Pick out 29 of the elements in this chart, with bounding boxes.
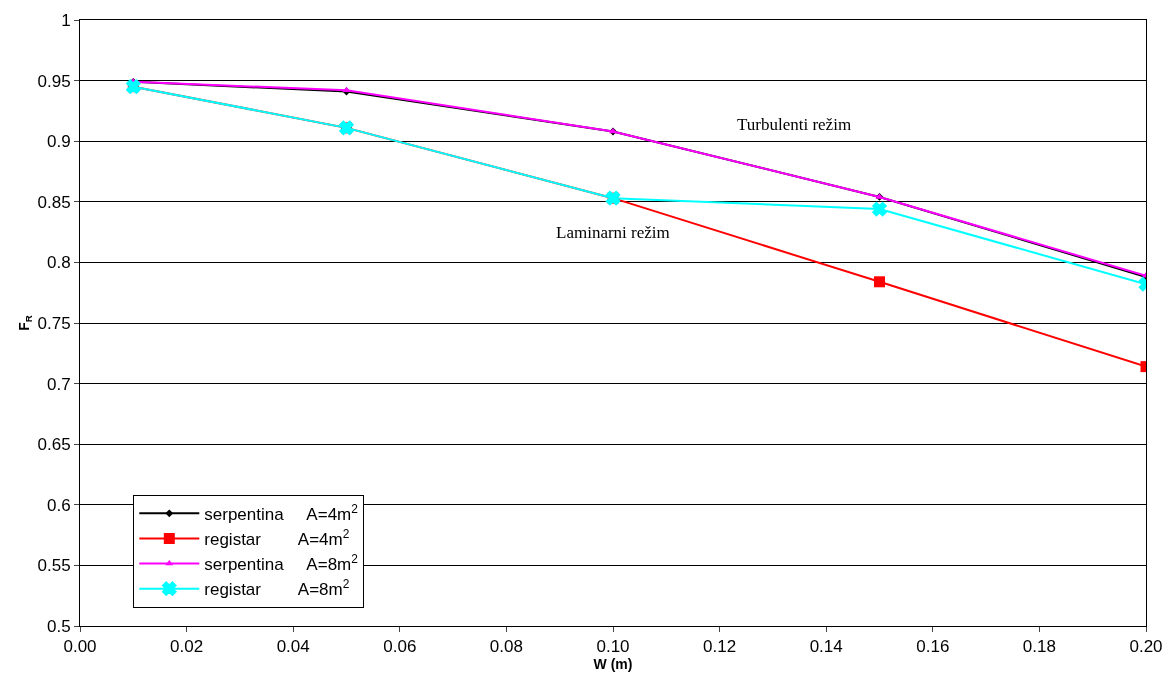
y-tick-label: 0.55 (37, 556, 71, 576)
y-tick-label: 0.6 (46, 495, 71, 515)
x-tick-label: 0.20 (1129, 637, 1163, 657)
annotation: Laminarni režim (556, 223, 670, 242)
legend-label: registar A=8m$^{2}$ (204, 577, 350, 600)
y-tick-label: 1 (61, 10, 71, 30)
x-tick-label: 0.16 (916, 637, 950, 657)
legend-label: serpentina A=4m$^{2}$ (204, 501, 359, 524)
x-tick-label: 0.14 (809, 637, 843, 657)
y-tick-label: 0.8 (46, 253, 71, 273)
y-tick-label: 0.9 (46, 132, 71, 152)
legend-label: registar A=4m$^{2}$ (204, 526, 350, 550)
x-axis-title: W (m) (593, 656, 633, 673)
x-tick-label: 0.02 (170, 637, 204, 657)
legend-label: serpentina A=8m$^{2}$ (204, 552, 359, 575)
x-tick-label: 0.06 (383, 637, 417, 657)
y-tick-label: 0.95 (37, 71, 71, 91)
x-tick-label: 0.08 (489, 637, 523, 657)
y-tick-label: 0.65 (37, 435, 71, 455)
y-tick-label: 0.75 (37, 313, 71, 333)
y-tick-label: 0.85 (37, 192, 71, 212)
x-tick-label: 0.18 (1022, 637, 1056, 657)
x-tick-label: 0.00 (63, 637, 97, 657)
x-tick-label: 0.10 (596, 637, 630, 657)
annotation: Turbulenti režim (737, 115, 852, 134)
y-tick-label: 0.7 (46, 374, 71, 394)
x-tick-label: 0.12 (703, 637, 737, 657)
y-tick-label: 0.5 (46, 616, 71, 636)
x-tick-label: 0.04 (276, 637, 310, 657)
